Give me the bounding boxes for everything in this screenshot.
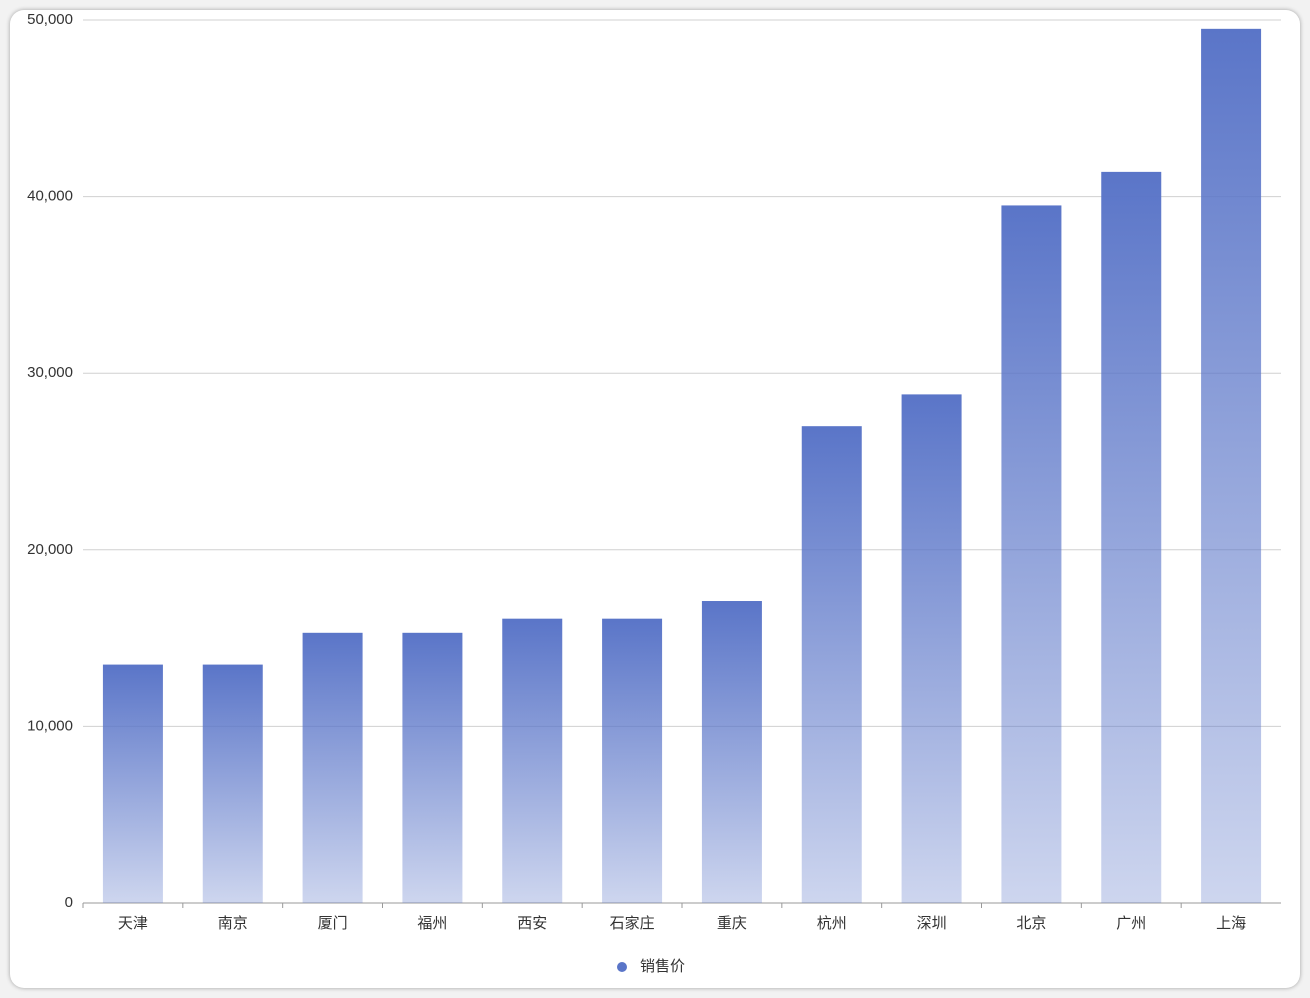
x-tick-label: 杭州 [817, 915, 847, 932]
bar [1201, 28, 1262, 903]
x-tick-label: 石家庄 [610, 914, 655, 932]
x-tick-label: 福州 [417, 915, 447, 932]
bar [1101, 171, 1162, 904]
x-tick-label: 西安 [517, 915, 547, 932]
x-tick-label: 广州 [1116, 915, 1146, 932]
bar [202, 664, 263, 903]
x-tick-label: 北京 [1016, 915, 1046, 932]
x-tick-label: 厦门 [318, 915, 348, 932]
x-tick-label: 深圳 [917, 915, 947, 932]
y-tick-label: 50,000 [27, 11, 73, 28]
bar [602, 618, 663, 903]
bar [801, 426, 862, 903]
bar [701, 601, 762, 903]
bar [102, 664, 163, 903]
bar [402, 632, 463, 903]
x-tick-label: 天津 [118, 915, 148, 932]
bar [302, 632, 363, 903]
y-tick-label: 0 [65, 894, 73, 911]
bar [502, 618, 563, 903]
y-tick-label: 20,000 [27, 541, 73, 558]
x-tick-label: 上海 [1216, 915, 1246, 932]
x-tick-label: 重庆 [717, 915, 747, 932]
x-tick-label: 南京 [218, 915, 248, 932]
legend-label: 销售价 [640, 958, 685, 975]
legend-marker [617, 962, 627, 972]
y-tick-label: 30,000 [27, 364, 73, 381]
y-tick-label: 10,000 [27, 717, 73, 734]
y-tick-label: 40,000 [27, 188, 73, 205]
bar [1001, 205, 1062, 903]
bar [901, 394, 962, 903]
